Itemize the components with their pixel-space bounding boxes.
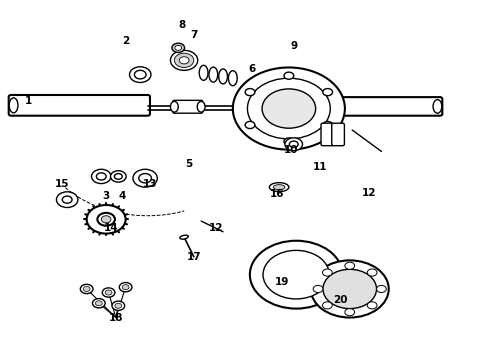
Circle shape	[56, 192, 78, 207]
Circle shape	[129, 67, 151, 82]
Circle shape	[171, 50, 198, 70]
Text: 1: 1	[24, 96, 32, 107]
Ellipse shape	[273, 185, 285, 190]
Circle shape	[122, 285, 129, 290]
FancyBboxPatch shape	[306, 97, 442, 116]
Circle shape	[322, 302, 332, 309]
Circle shape	[111, 171, 126, 182]
Circle shape	[313, 285, 323, 293]
Circle shape	[376, 285, 386, 293]
Circle shape	[368, 269, 377, 276]
Circle shape	[233, 67, 345, 150]
Text: 12: 12	[362, 188, 376, 198]
Ellipse shape	[209, 67, 218, 82]
Circle shape	[323, 269, 376, 309]
FancyBboxPatch shape	[9, 95, 150, 116]
Circle shape	[247, 78, 330, 139]
Circle shape	[101, 216, 111, 223]
Ellipse shape	[228, 71, 237, 86]
Text: 8: 8	[178, 19, 185, 30]
Text: 17: 17	[187, 252, 201, 262]
Circle shape	[368, 302, 377, 309]
Text: 13: 13	[143, 179, 157, 189]
Circle shape	[176, 55, 192, 66]
Circle shape	[245, 89, 255, 96]
Text: 3: 3	[102, 191, 110, 201]
Circle shape	[285, 138, 302, 151]
Ellipse shape	[219, 69, 227, 84]
Circle shape	[245, 121, 255, 129]
Text: 7: 7	[190, 30, 197, 40]
Circle shape	[93, 298, 105, 308]
Ellipse shape	[171, 102, 178, 112]
Text: 6: 6	[249, 64, 256, 74]
Circle shape	[80, 284, 93, 294]
Ellipse shape	[199, 65, 208, 80]
Ellipse shape	[9, 98, 18, 113]
FancyBboxPatch shape	[332, 123, 344, 146]
Text: 10: 10	[284, 145, 298, 155]
Circle shape	[97, 173, 106, 180]
Circle shape	[105, 290, 112, 295]
Text: 5: 5	[185, 159, 193, 169]
Circle shape	[345, 309, 355, 316]
Ellipse shape	[197, 102, 205, 112]
Circle shape	[112, 301, 124, 310]
Circle shape	[98, 213, 115, 226]
Text: 20: 20	[333, 295, 347, 305]
Circle shape	[92, 169, 111, 184]
Circle shape	[133, 169, 157, 187]
FancyBboxPatch shape	[173, 100, 202, 113]
Circle shape	[250, 241, 343, 309]
Circle shape	[87, 205, 125, 234]
Circle shape	[175, 45, 182, 50]
Circle shape	[263, 250, 329, 299]
Circle shape	[323, 89, 333, 96]
Ellipse shape	[180, 235, 188, 239]
Text: 12: 12	[209, 223, 223, 233]
Circle shape	[311, 260, 389, 318]
Text: 15: 15	[55, 179, 70, 189]
FancyBboxPatch shape	[321, 123, 334, 146]
Text: 2: 2	[122, 36, 129, 46]
Circle shape	[62, 196, 72, 203]
Text: 11: 11	[313, 162, 328, 172]
Circle shape	[172, 43, 185, 53]
Text: 9: 9	[290, 41, 297, 51]
Circle shape	[322, 269, 332, 276]
Circle shape	[262, 89, 316, 128]
Circle shape	[119, 283, 132, 292]
Text: 14: 14	[104, 223, 118, 233]
Circle shape	[179, 57, 189, 64]
Text: 4: 4	[119, 191, 126, 201]
Text: 16: 16	[270, 189, 284, 199]
Circle shape	[174, 53, 194, 67]
Circle shape	[139, 174, 151, 183]
Circle shape	[284, 72, 294, 79]
Circle shape	[96, 301, 102, 306]
Circle shape	[345, 262, 355, 269]
Circle shape	[134, 70, 146, 79]
Circle shape	[323, 121, 333, 129]
Ellipse shape	[270, 183, 289, 192]
Ellipse shape	[433, 100, 442, 113]
Circle shape	[115, 174, 122, 179]
Circle shape	[289, 141, 298, 148]
Circle shape	[102, 288, 115, 297]
Circle shape	[115, 303, 122, 308]
Circle shape	[284, 138, 294, 145]
Text: 18: 18	[109, 312, 123, 323]
Circle shape	[83, 287, 90, 292]
Text: 19: 19	[274, 277, 289, 287]
